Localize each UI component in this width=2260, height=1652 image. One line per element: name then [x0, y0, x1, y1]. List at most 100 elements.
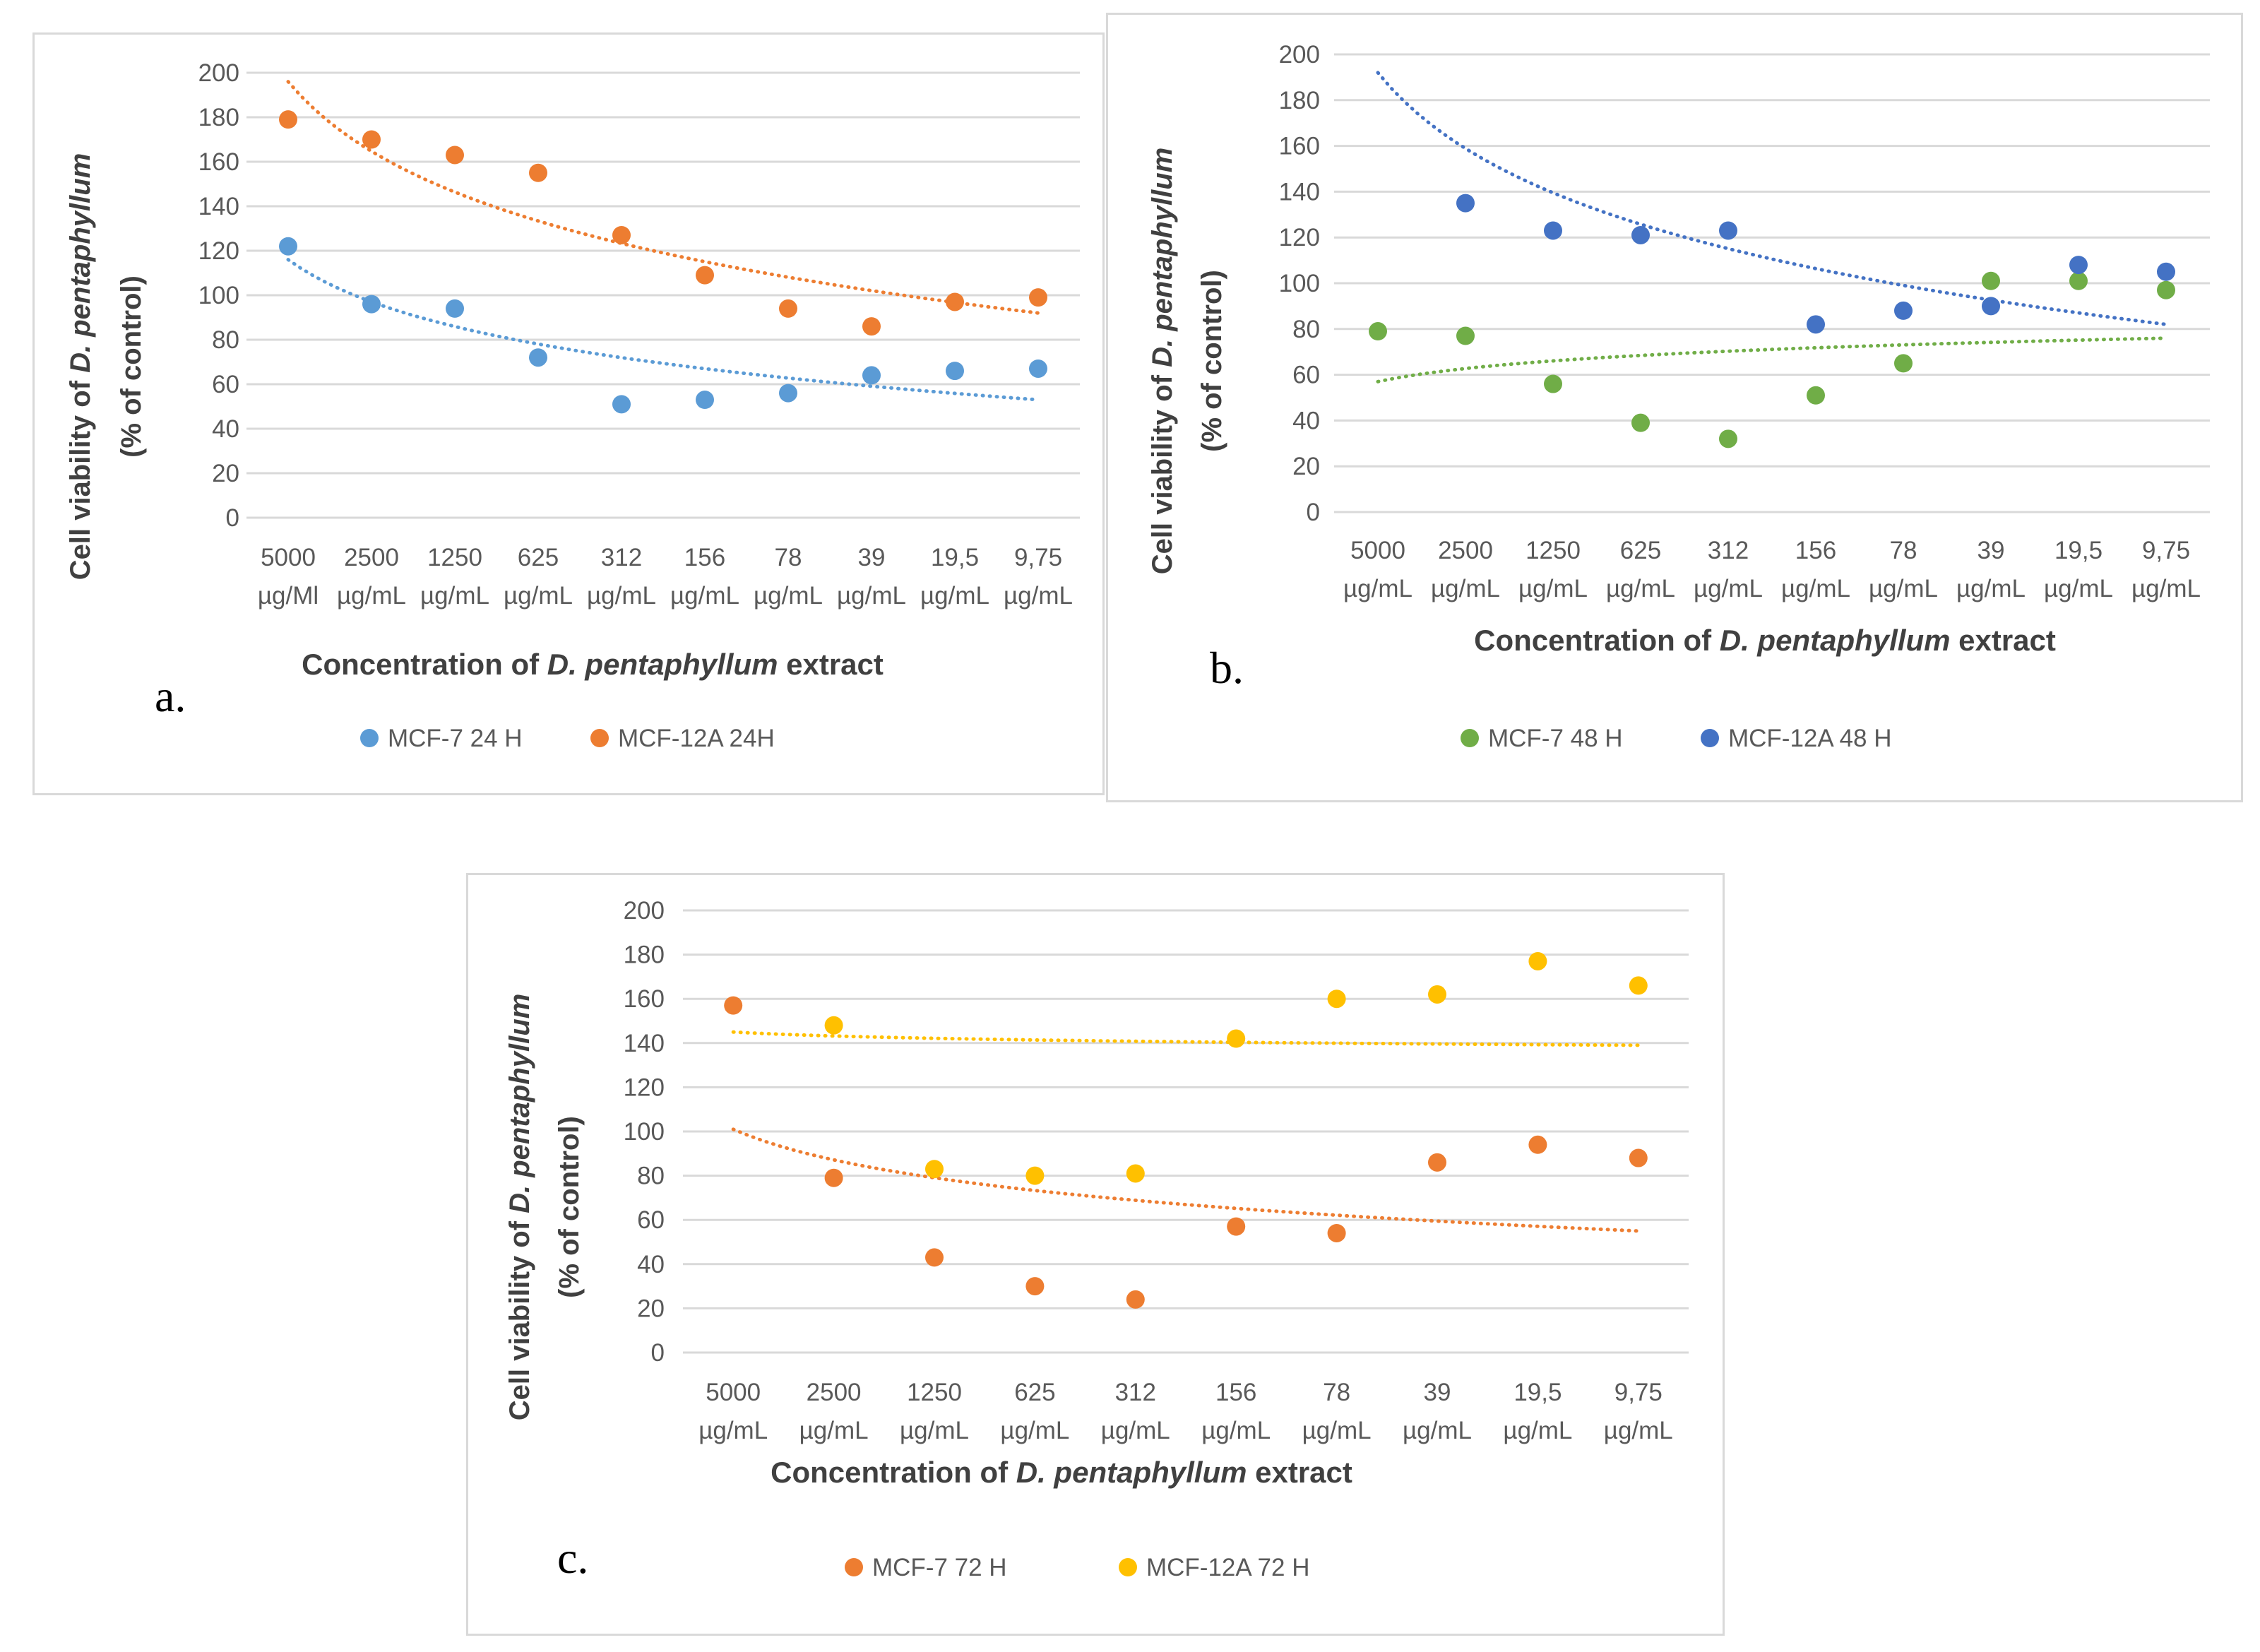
- x-tick-unit-label: µg/mL: [670, 582, 739, 610]
- x-tick-unit-label: µg/mL: [1403, 1417, 1472, 1444]
- x-tick-unit-label: µg/mL: [920, 582, 989, 610]
- data-point-series-2: [2157, 262, 2175, 281]
- trendline-1: [1376, 336, 2168, 384]
- y-axis-title-prefix: Cell viability of: [1147, 367, 1178, 574]
- data-point-series-2: [696, 266, 714, 285]
- x-tick-label: 156: [1795, 537, 1836, 564]
- data-point-series-2: [1807, 315, 1825, 334]
- x-axis-title-suffix: extract: [1950, 624, 2055, 657]
- y-tick-label: 60: [212, 371, 239, 398]
- x-tick-unit-label: µg/mL: [587, 582, 656, 610]
- y-tick-label: 80: [212, 326, 239, 354]
- x-tick-unit-label: µg/mL: [1004, 582, 1073, 610]
- x-tick-unit-label: µg/mL: [1000, 1417, 1069, 1444]
- data-point-series-2: [446, 145, 464, 165]
- x-tick-unit-label: µg/mL: [799, 1417, 869, 1444]
- data-point-series-1: [724, 996, 743, 1015]
- data-point-series-1: [824, 1168, 843, 1187]
- x-tick-label: 39: [1978, 537, 2005, 564]
- data-point-series-2: [1029, 288, 1047, 307]
- data-point-series-1: [779, 384, 797, 403]
- legend-marker-1: [1461, 729, 1479, 747]
- x-tick-unit-label: µg/mL: [2131, 575, 2201, 602]
- y-axis-title-species: D. pentaphyllum: [1147, 148, 1178, 367]
- y-tick-label: 100: [1279, 270, 1320, 297]
- y-tick-label: 160: [624, 985, 665, 1013]
- y-tick-label: 80: [1292, 316, 1320, 343]
- x-tick-unit-label: µg/mL: [1302, 1417, 1372, 1444]
- y-tick-label: 200: [198, 59, 239, 87]
- chart-a-svg: 0 20 40 60 80 100 120 140 160 180 200 5000 µg/Ml 2500…: [65, 59, 1080, 752]
- y-tick-label: 20: [212, 460, 239, 487]
- x-tick-unit-label: µg/mL: [1503, 1417, 1572, 1444]
- data-point-series-1: [1227, 1217, 1246, 1236]
- x-tick-label: 2500: [344, 544, 399, 571]
- x-tick-label: 1250: [907, 1379, 962, 1406]
- data-point-series-1: [529, 348, 547, 367]
- data-point-series-1: [1025, 1277, 1045, 1296]
- data-point-series-1: [1982, 271, 2000, 290]
- x-tick-unit-label: µg/mL: [1518, 575, 1588, 602]
- y-tick-label: 180: [198, 104, 239, 131]
- x-axis-title-prefix: Concentration of: [771, 1456, 1016, 1489]
- y-tick-label: 20: [1292, 453, 1320, 480]
- data-point-series-1: [862, 366, 881, 385]
- x-tick-unit-label: µg/mL: [754, 582, 823, 610]
- trendline-2: [731, 1030, 1641, 1047]
- x-tick-label: 156: [684, 544, 725, 571]
- data-point-series-2: [1629, 976, 1648, 995]
- y-tick-label: 0: [226, 504, 239, 532]
- x-axis-title-suffix: extract: [1247, 1456, 1352, 1489]
- x-tick-label: 19,5: [931, 544, 979, 571]
- data-point-series-2: [362, 130, 381, 149]
- y-axis-title: Cell viability of D. pentaphyllum: [1147, 148, 1178, 575]
- data-point-series-1: [279, 237, 297, 256]
- legend-marker-1: [360, 729, 379, 747]
- x-tick-label: 78: [775, 544, 802, 571]
- y-axis-title-unit: (% of control): [554, 1116, 585, 1298]
- x-tick-label: 9,75: [2142, 537, 2190, 564]
- legend-marker-2: [1119, 1558, 1137, 1576]
- y-tick-label: 100: [624, 1118, 665, 1146]
- data-point-series-2: [925, 1160, 944, 1179]
- y-axis-title-species: D. pentaphyllum: [65, 153, 96, 373]
- x-axis-title: Concentration of D. pentaphyllum extract: [1474, 624, 2056, 657]
- x-tick-label: 5000: [706, 1379, 761, 1406]
- x-tick-unit-label: µg/mL: [1201, 1417, 1271, 1444]
- data-point-series-2: [1025, 1166, 1045, 1185]
- data-point-series-2: [1894, 301, 1913, 320]
- x-tick-unit-label: µg/Ml: [258, 582, 319, 610]
- y-tick-label: 120: [624, 1074, 665, 1101]
- y-tick-label: 140: [624, 1030, 665, 1057]
- x-axis-title-species: D. pentaphyllum: [1016, 1456, 1247, 1489]
- x-tick-label: 2500: [1438, 537, 1493, 564]
- y-tick-label: 200: [1279, 41, 1320, 69]
- data-point-series-2: [1456, 194, 1475, 213]
- x-tick-unit-label: µg/mL: [837, 582, 906, 610]
- data-point-series-1: [612, 395, 631, 414]
- data-point-series-2: [1327, 990, 1346, 1009]
- data-point-series-1: [696, 391, 714, 410]
- y-tick-label: 40: [637, 1251, 665, 1278]
- data-point-series-1: [362, 295, 381, 314]
- data-point-series-1: [1544, 374, 1562, 393]
- y-tick-label: 100: [198, 282, 239, 309]
- y-tick-label: 120: [198, 237, 239, 265]
- legend-label-1: MCF-7 24 H: [388, 725, 523, 752]
- data-point-series-1: [2157, 280, 2175, 299]
- legend-label-2: MCF-12A 72 H: [1146, 1554, 1309, 1581]
- x-axis-title-species: D. pentaphyllum: [547, 648, 778, 681]
- y-axis-title-prefix: Cell viability of: [504, 1213, 535, 1420]
- panel-label: b.: [1210, 643, 1244, 693]
- y-tick-label: 160: [1279, 133, 1320, 160]
- x-tick-label: 625: [1620, 537, 1661, 564]
- data-point-series-1: [1327, 1223, 1346, 1242]
- data-point-series-1: [1719, 429, 1737, 448]
- chart-c-svg: 0 20 40 60 80 100 120 140 160 180 200 5000 µg/mL 2500…: [504, 897, 1689, 1583]
- x-tick-label: 78: [1890, 537, 1917, 564]
- x-tick-label: 19,5: [2054, 537, 2103, 564]
- x-tick-label: 9,75: [1614, 1379, 1663, 1406]
- x-tick-unit-label: µg/mL: [1606, 575, 1675, 602]
- x-axis-title: Concentration of D. pentaphyllum extract: [302, 648, 884, 681]
- x-tick-label: 312: [601, 544, 642, 571]
